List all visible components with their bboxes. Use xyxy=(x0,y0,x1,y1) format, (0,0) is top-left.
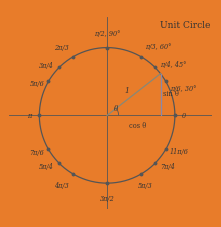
Text: cos θ: cos θ xyxy=(129,122,146,130)
Text: 11π/6: 11π/6 xyxy=(170,147,189,155)
Text: 7π/4: 7π/4 xyxy=(160,162,175,170)
Text: 3π/2: 3π/2 xyxy=(100,194,114,202)
Text: 4π/3: 4π/3 xyxy=(54,181,69,189)
Text: 2π/3: 2π/3 xyxy=(54,44,69,52)
Text: π/4, 45°: π/4, 45° xyxy=(160,61,187,69)
Text: 3π/4: 3π/4 xyxy=(39,62,54,69)
Text: θ: θ xyxy=(114,104,118,113)
Text: 0: 0 xyxy=(182,112,186,120)
Text: π/3, 60°: π/3, 60° xyxy=(145,43,171,51)
Text: 5π/4: 5π/4 xyxy=(39,162,54,170)
Text: sin θ: sin θ xyxy=(163,90,179,98)
Text: π/6, 30°: π/6, 30° xyxy=(170,85,196,93)
Text: π: π xyxy=(27,112,31,120)
Text: 7π/6: 7π/6 xyxy=(30,148,44,156)
Text: 5π/3: 5π/3 xyxy=(138,181,152,189)
Text: Unit Circle: Unit Circle xyxy=(160,21,210,30)
Text: 5π/6: 5π/6 xyxy=(30,79,44,87)
Text: π/2, 90°: π/2, 90° xyxy=(94,30,120,38)
Text: 1: 1 xyxy=(125,87,130,95)
